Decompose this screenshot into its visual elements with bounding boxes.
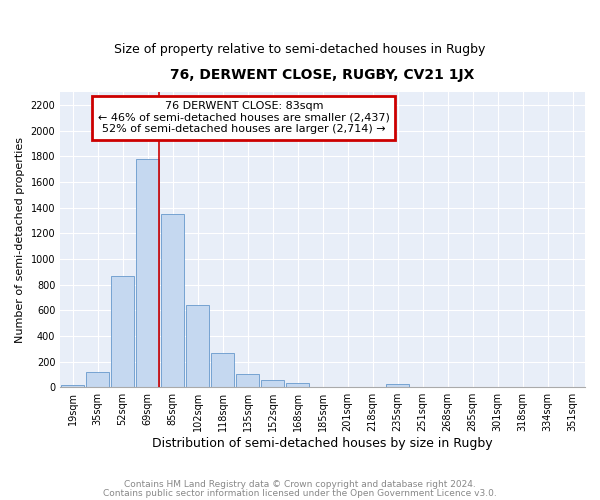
Bar <box>286 382 309 387</box>
X-axis label: Distribution of semi-detached houses by size in Rugby: Distribution of semi-detached houses by … <box>152 437 493 450</box>
Bar <box>187 305 209 387</box>
Title: 76, DERWENT CLOSE, RUGBY, CV21 1JX: 76, DERWENT CLOSE, RUGBY, CV21 1JX <box>170 68 475 82</box>
Bar <box>136 159 159 387</box>
Bar <box>262 380 284 387</box>
Bar <box>161 214 184 387</box>
Text: Contains public sector information licensed under the Open Government Licence v3: Contains public sector information licen… <box>103 488 497 498</box>
Y-axis label: Number of semi-detached properties: Number of semi-detached properties <box>15 137 25 343</box>
Bar <box>236 374 259 387</box>
Text: Size of property relative to semi-detached houses in Rugby: Size of property relative to semi-detach… <box>115 42 485 56</box>
Text: 76 DERWENT CLOSE: 83sqm
← 46% of semi-detached houses are smaller (2,437)
52% of: 76 DERWENT CLOSE: 83sqm ← 46% of semi-de… <box>98 101 390 134</box>
Bar <box>112 276 134 387</box>
Bar <box>386 384 409 387</box>
Bar <box>211 352 234 387</box>
Bar <box>61 384 84 387</box>
Text: Contains HM Land Registry data © Crown copyright and database right 2024.: Contains HM Land Registry data © Crown c… <box>124 480 476 489</box>
Bar <box>86 372 109 387</box>
